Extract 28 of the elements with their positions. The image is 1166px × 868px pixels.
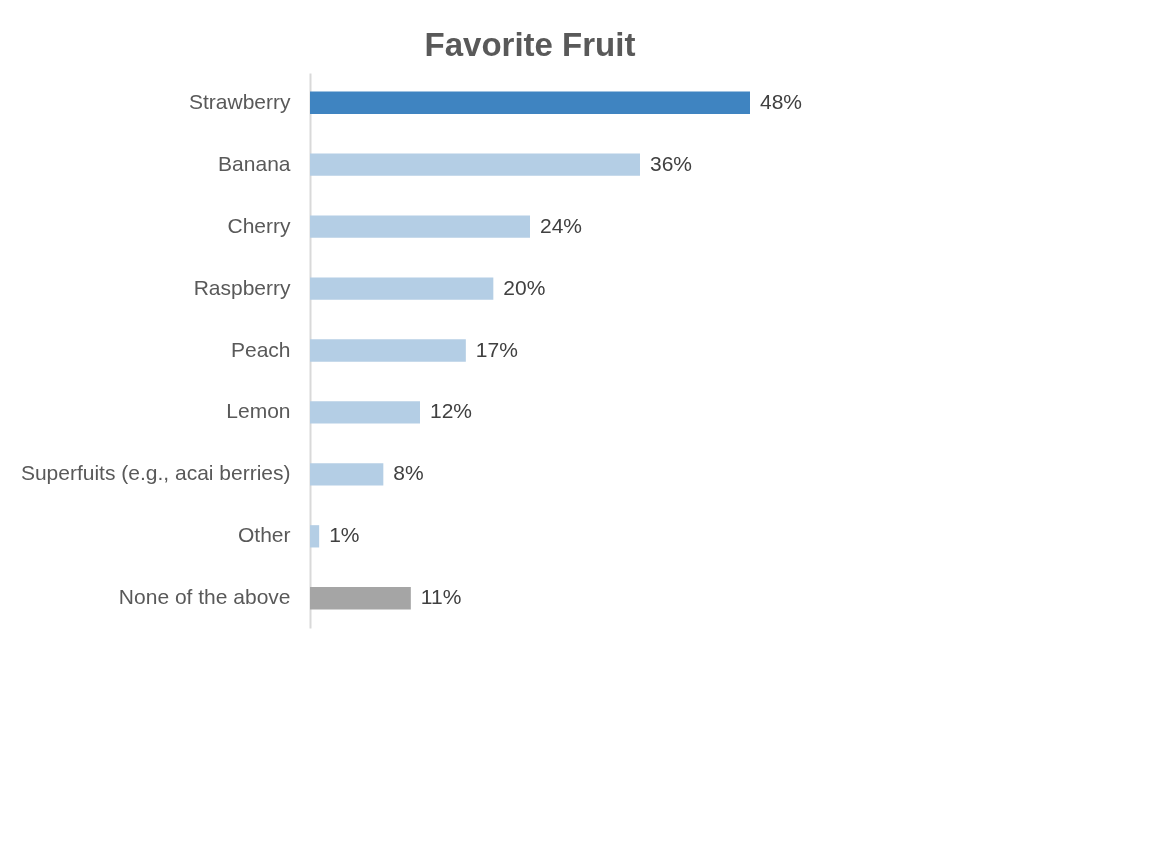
data-label: 20% [503, 275, 546, 299]
bar [310, 401, 420, 424]
chart-title: Favorite Fruit [424, 26, 636, 63]
y-tick-label: Banana [218, 151, 291, 175]
data-label: 12% [430, 399, 473, 423]
bar [310, 91, 750, 114]
bar [310, 339, 466, 362]
y-tick-label: Peach [230, 337, 291, 361]
data-label: 17% [475, 337, 518, 361]
bar [310, 153, 640, 176]
data-label: 1% [329, 523, 360, 547]
data-label: 48% [760, 89, 803, 113]
data-label: 24% [540, 213, 583, 237]
bar [310, 587, 411, 610]
y-tick-label: Other [237, 523, 291, 547]
y-tick-label: Lemon [226, 399, 291, 423]
y-tick-label: Raspberry [193, 275, 291, 299]
bar [310, 525, 320, 548]
y-tick-label: Superfuits (e.g., acai berries) [20, 461, 291, 485]
data-label: 36% [650, 151, 693, 175]
y-tick-label: Cherry [227, 213, 291, 237]
data-label: 11% [420, 585, 462, 609]
bar [310, 463, 384, 486]
bar [310, 215, 530, 238]
y-tick-label: Strawberry [188, 89, 291, 113]
bar [310, 277, 494, 300]
y-tick-label: None of the above [118, 585, 291, 609]
data-label: 8% [393, 461, 424, 485]
